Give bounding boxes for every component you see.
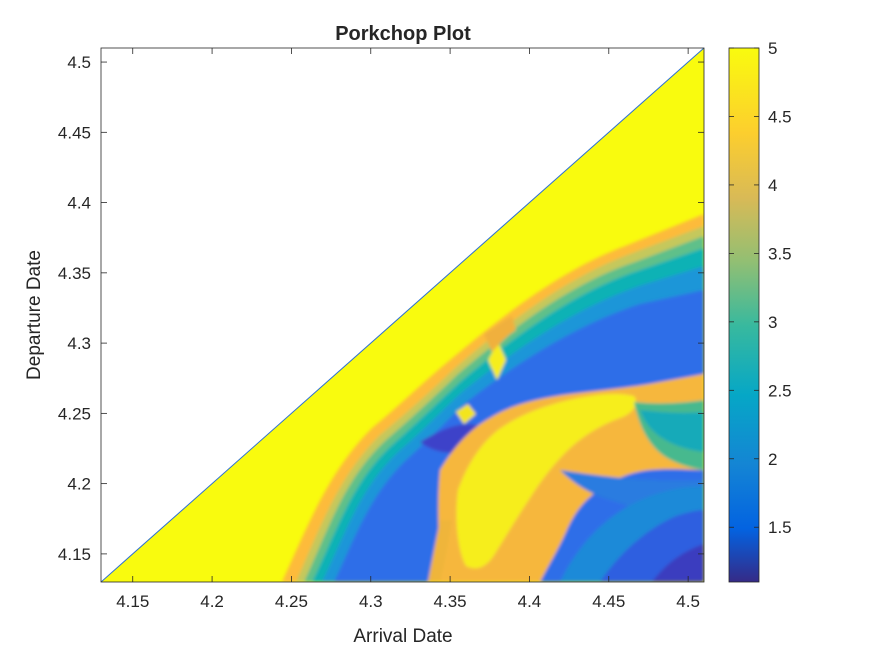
y-axis-ticks: 4.15 4.2 4.25 4.3 4.35 4.4 4.45 4.5 [58,53,704,564]
lobe-yellow-center [456,393,637,569]
y-tick-label: 4.25 [58,404,91,423]
x-axis-ticks: 4.15 4.2 4.25 4.3 4.35 4.4 4.45 4.5 [116,48,700,611]
colorbar-gradient [729,48,759,582]
x-tick-label: 4.25 [275,592,308,611]
colorbar-tick-label: 2.5 [768,381,792,400]
lobe-right-teal [640,410,704,452]
plot-axes-box [100,47,705,583]
x-tick-label: 4.4 [518,592,542,611]
colorbar: 1.5 2 2.5 3 3.5 4 4.5 5 [728,39,792,583]
y-tick-label: 4.4 [67,194,91,213]
x-tick-label: 4.35 [434,592,467,611]
x-tick-label: 4.45 [592,592,625,611]
y-tick-label: 4.2 [67,475,91,494]
x-axis-label: Arrival Date [353,626,452,647]
colorbar-tick-label: 4 [768,176,777,195]
x-tick-label: 4.3 [359,592,383,611]
x-tick-label: 4.2 [200,592,224,611]
colorbar-tick-label: 5 [768,39,777,58]
y-tick-label: 4.35 [58,264,91,283]
colorbar-ticks: 1.5 2 2.5 3 3.5 4 4.5 5 [729,39,792,537]
diagonal-edge-line [101,48,704,582]
chart-title: Porkchop Plot [335,23,471,45]
ridge-orange-bottom [428,520,452,582]
y-tick-label: 4.3 [67,334,91,353]
colorbar-tick-label: 1.5 [768,518,792,537]
y-tick-label: 4.15 [58,545,91,564]
y-axis-label: Departure Date [24,250,45,380]
basin-deep-indigo [652,544,704,582]
y-tick-label: 4.45 [58,123,91,142]
ridge-orange-upper [484,316,516,352]
colorbar-tick-label: 2 [768,450,777,469]
x-tick-label: 4.15 [116,592,149,611]
colorbar-tick-label: 4.5 [768,107,792,126]
spot-yellow-upper [488,342,506,380]
colorbar-frame [728,47,760,583]
spot-yellow-left [456,404,476,424]
colorbar-tick-label: 3 [768,313,777,332]
porkchop-contour-field [101,48,704,582]
x-tick-label: 4.5 [676,592,700,611]
colorbar-tick-label: 3.5 [768,244,792,263]
y-tick-label: 4.5 [67,53,91,72]
